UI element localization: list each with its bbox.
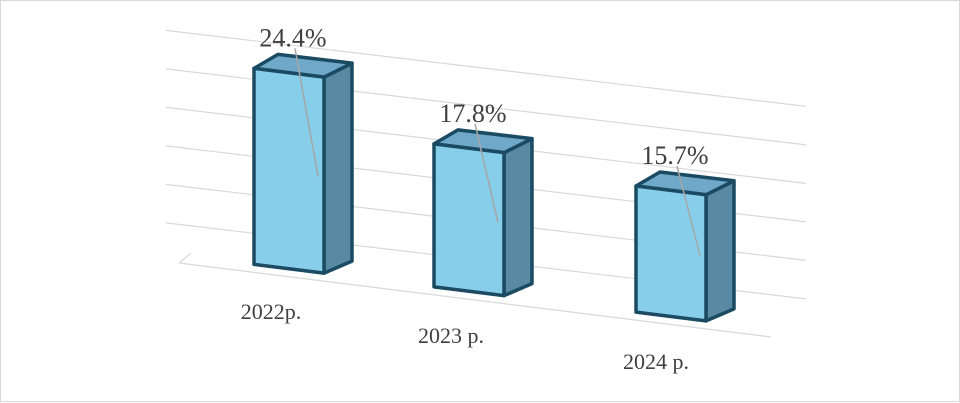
bar-side xyxy=(502,136,534,298)
data-label: 17.8% xyxy=(439,99,506,128)
bar-1 xyxy=(252,48,354,275)
bar-side xyxy=(322,61,354,275)
bars xyxy=(252,48,736,323)
floor-line xyxy=(178,262,772,338)
bar-front xyxy=(432,142,506,298)
floor-edge xyxy=(178,252,192,264)
bar-side xyxy=(704,179,736,323)
labels: 24.4% 17.8% 15.7% 2022р. 2023 р. 2024 р. xyxy=(241,23,709,374)
category-label: 2024 р. xyxy=(623,349,689,374)
bar-2 xyxy=(432,123,534,298)
bar-front xyxy=(634,184,708,323)
bar-front xyxy=(252,66,326,275)
data-label: 24.4% xyxy=(259,23,326,52)
category-label: 2023 р. xyxy=(418,323,484,348)
bar-3 xyxy=(634,165,736,323)
gridline xyxy=(165,29,807,107)
data-label-leader xyxy=(676,165,701,256)
data-label-leader xyxy=(294,48,319,177)
data-label-leader xyxy=(474,123,499,223)
category-label: 2022р. xyxy=(241,299,302,324)
data-label: 15.7% xyxy=(641,141,708,170)
